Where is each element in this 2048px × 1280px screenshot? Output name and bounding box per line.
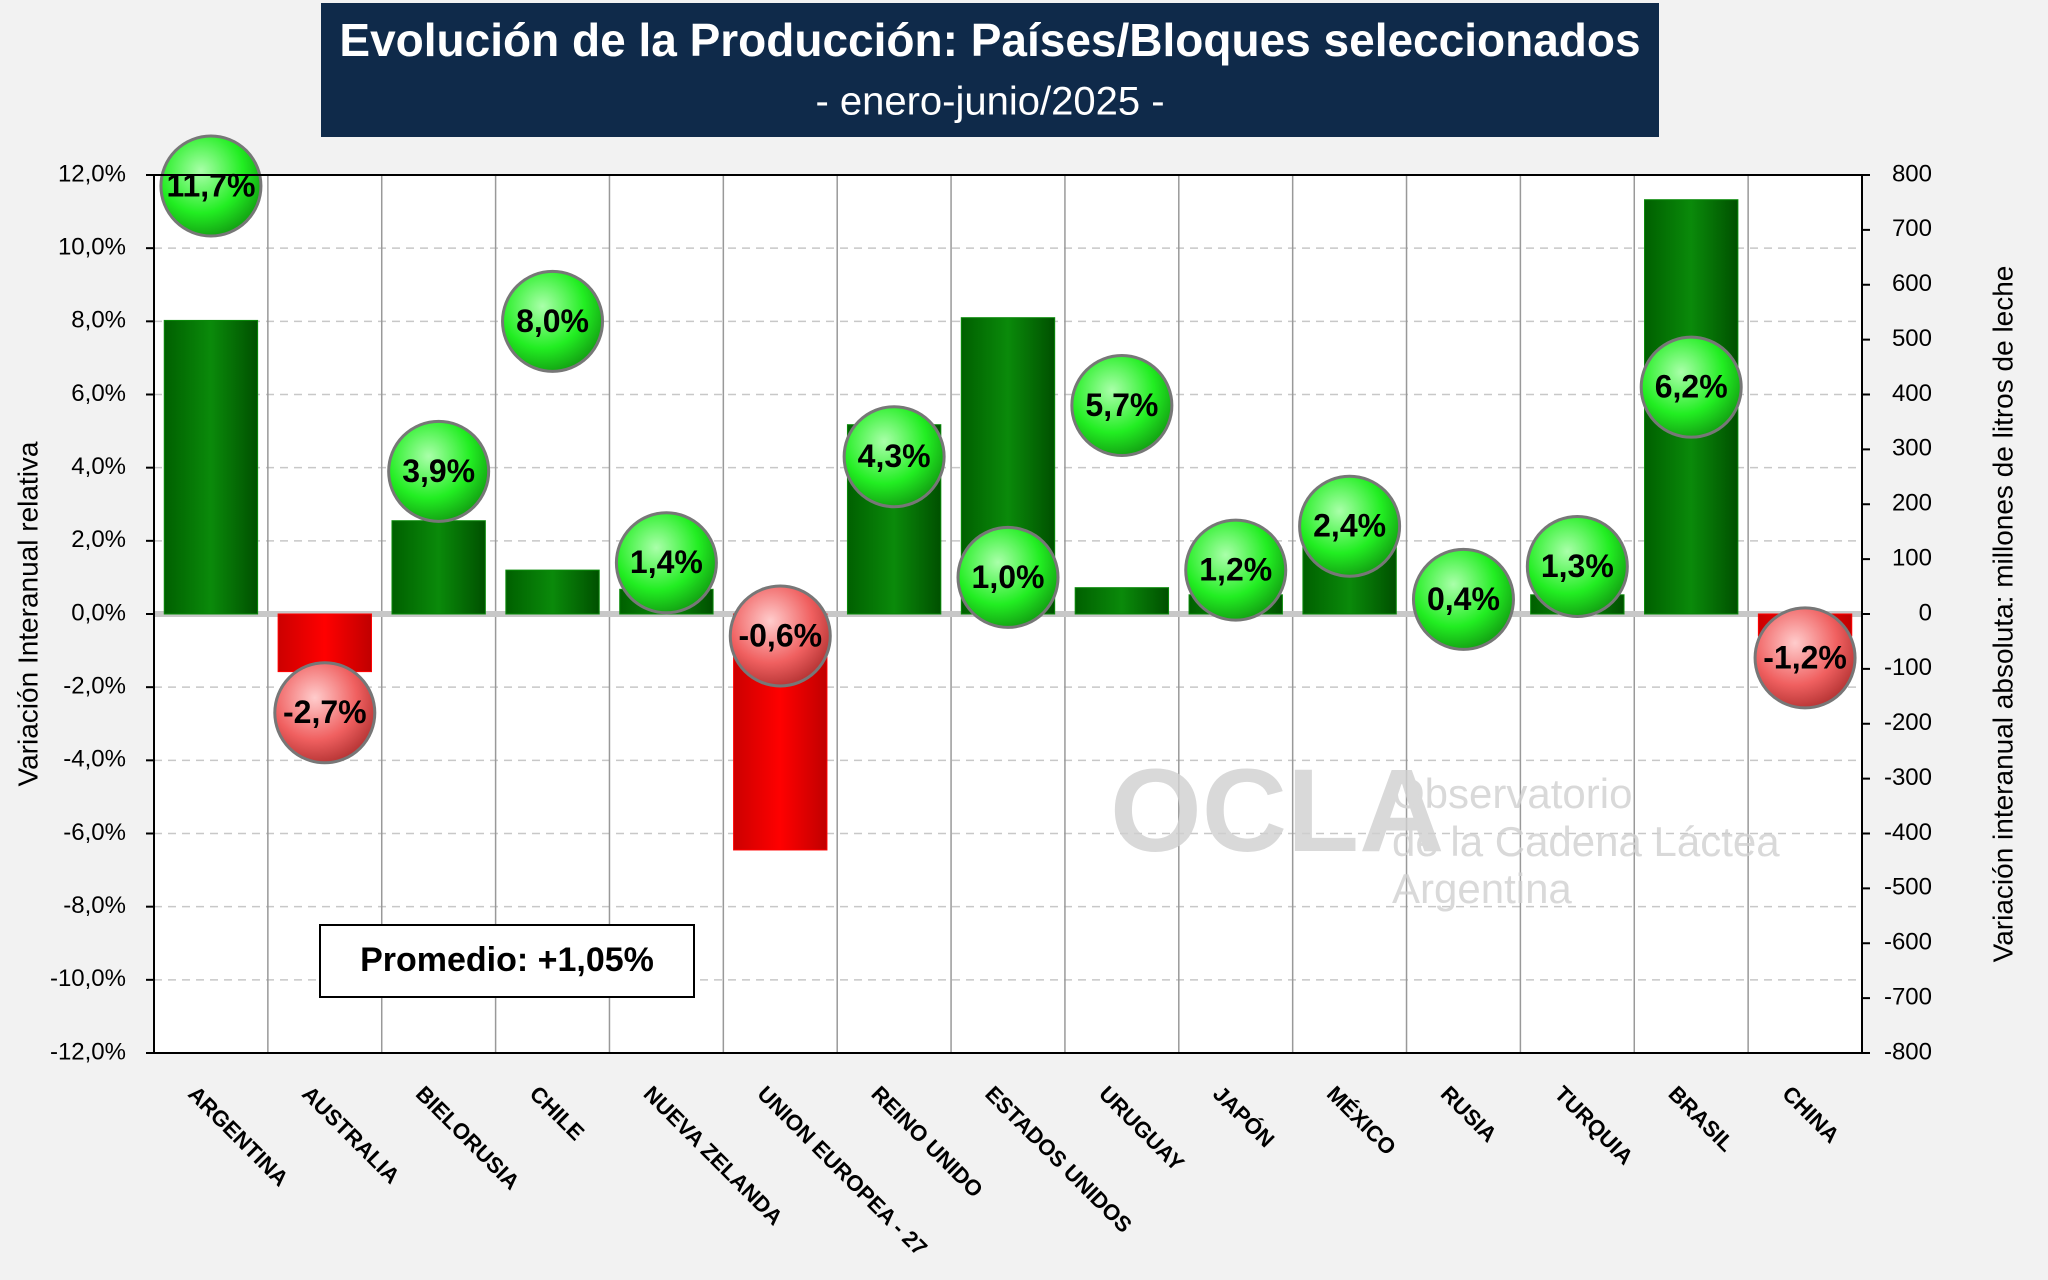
y-tick-label: 4,0% <box>71 453 126 480</box>
annotation: Promedio: +1,05% <box>360 941 654 979</box>
data-label: 2,4% <box>1313 508 1386 544</box>
y2-tick-label: -300 <box>1884 764 1932 791</box>
y2-tick-label: 300 <box>1892 435 1932 462</box>
y-axis-label: Variación Interanual relativa <box>12 441 43 786</box>
data-label: 1,2% <box>1199 552 1272 588</box>
y-tick-label: 8,0% <box>71 307 126 334</box>
y2-tick-label: 700 <box>1892 215 1932 242</box>
y-tick-label: 10,0% <box>58 234 126 261</box>
y-tick-label: -6,0% <box>63 819 126 846</box>
bubble <box>159 134 263 238</box>
bubble <box>1639 335 1743 439</box>
watermark-line: Argentina <box>1392 865 1572 912</box>
y-tick-label: 6,0% <box>71 380 126 407</box>
bubble <box>728 584 832 688</box>
y2-tick-label: -100 <box>1884 654 1932 681</box>
y2-tick-label: 800 <box>1892 160 1932 187</box>
data-label: 8,0% <box>516 303 589 339</box>
bubble <box>1184 518 1288 622</box>
y2-tick-label: 600 <box>1892 270 1932 297</box>
y2-tick-label: -700 <box>1884 983 1932 1010</box>
chart-title: Evolución de la Producción: Países/Bloqu… <box>339 14 1640 66</box>
y-tick-label: -2,0% <box>63 673 126 700</box>
bubble <box>501 269 605 373</box>
y-tick-label: 12,0% <box>58 160 126 187</box>
y-tick-label: -4,0% <box>63 746 126 773</box>
data-label: 0,4% <box>1427 581 1500 617</box>
data-label: 6,2% <box>1655 369 1728 405</box>
y2-tick-label: -800 <box>1884 1038 1932 1065</box>
y2-tick-label: 200 <box>1892 490 1932 517</box>
watermark: OCLA Observatorio de la Cadena Láctea Ar… <box>1110 745 1780 912</box>
y2-tick-label: 0 <box>1919 599 1932 626</box>
data-label: 11,7% <box>166 167 255 203</box>
bubble <box>1411 547 1515 651</box>
y2-tick-label: 100 <box>1892 544 1932 571</box>
data-label: 3,9% <box>402 453 475 489</box>
marks: 11,7% -2,7% 3,9% 8,0% 1,4% -0,6% 4,3% 1,0% 5,7% 1… <box>159 134 1857 851</box>
y2-tick-label: -500 <box>1884 874 1932 901</box>
y-tick-label: 0,0% <box>71 599 126 626</box>
y-tick-label: -8,0% <box>63 892 126 919</box>
y2-axis-label: Variación interanual absoluta: millones … <box>1987 266 2018 963</box>
y2-tick-label: -600 <box>1884 929 1932 956</box>
bar <box>391 520 486 615</box>
bubble <box>1525 514 1629 618</box>
annotation-box <box>319 924 695 998</box>
data-label: -2,7% <box>283 694 367 730</box>
data-label: 5,7% <box>1085 387 1158 423</box>
watermark-line: de la Cadena Láctea <box>1392 818 1780 865</box>
bubble <box>614 511 718 615</box>
data-label: 1,4% <box>630 544 703 580</box>
chart-subtitle: - enero-junio/2025 - <box>815 80 1164 124</box>
y2-tick-label: 500 <box>1892 325 1932 352</box>
bubble <box>842 405 946 509</box>
bubble <box>1753 606 1857 710</box>
watermark-logo: OCLA <box>1110 745 1444 877</box>
data-label: 1,0% <box>972 559 1045 595</box>
data-label: 4,3% <box>858 438 931 474</box>
bubble <box>273 661 377 765</box>
title-box <box>321 3 1659 137</box>
bubble <box>1298 474 1402 578</box>
data-label: -0,6% <box>738 617 822 653</box>
bar <box>163 319 259 615</box>
data-label: 1,3% <box>1541 548 1614 584</box>
y2-tick-label: -200 <box>1884 709 1932 736</box>
bubble <box>387 419 491 523</box>
y-tick-label: 2,0% <box>71 526 126 553</box>
bubble <box>1070 353 1174 457</box>
y-tick-label: -10,0% <box>50 965 126 992</box>
bubble <box>956 525 1060 629</box>
y-tick-label: -12,0% <box>50 1038 126 1065</box>
watermark-line: Observatorio <box>1392 770 1632 817</box>
bar <box>505 569 600 615</box>
y2-tick-label: -400 <box>1884 819 1932 846</box>
data-label: -1,2% <box>1763 639 1847 675</box>
bar <box>1074 587 1170 615</box>
y2-tick-label: 400 <box>1892 380 1932 407</box>
